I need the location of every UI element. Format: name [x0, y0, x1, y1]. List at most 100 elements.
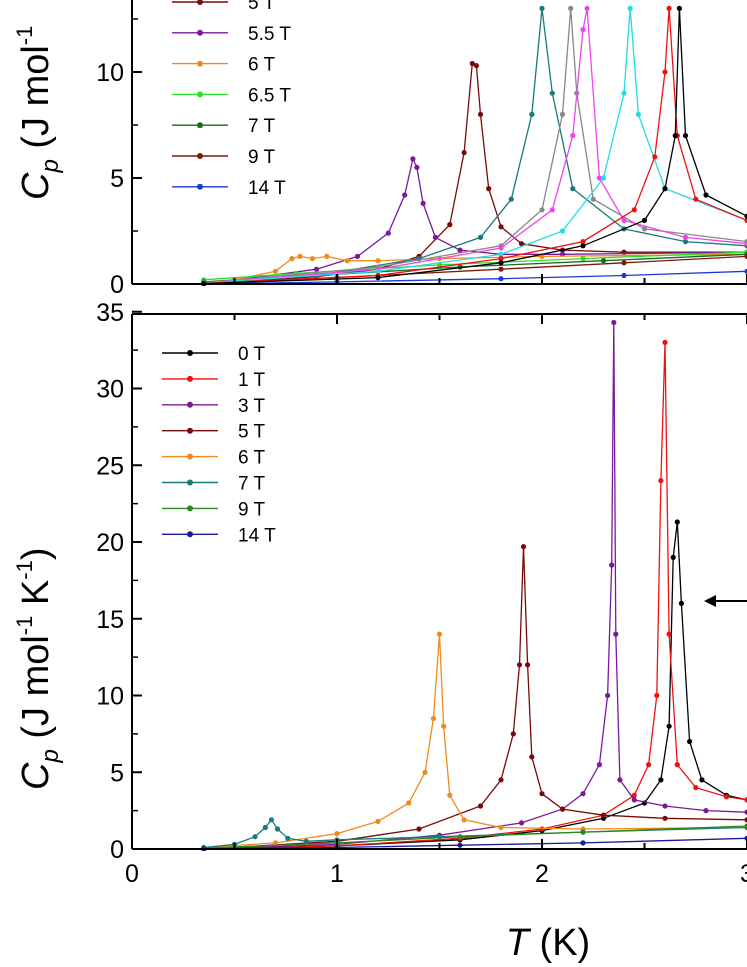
data-point-0-9-7	[596, 175, 603, 181]
data-point-0-1-2	[313, 266, 320, 272]
arrow-annotation	[704, 595, 747, 607]
legend-label-0-1: 5.5 T	[248, 24, 291, 45]
data-point-1-7-2	[457, 842, 463, 848]
legend-label-1-2: 3 T	[238, 396, 266, 417]
legend-marker-1-0	[187, 350, 193, 356]
top-panel-chart: 0 5 10 5 T 5.5 T 6 T 6.5 T 7 T 9 T 14 T Cp (J mo…	[12, 0, 747, 299]
data-point-1-4-3	[375, 818, 381, 825]
data-point-1-6-2	[457, 834, 463, 840]
data-point-0-10-4	[600, 175, 607, 181]
data-point-1-3-4	[498, 777, 504, 783]
data-point-0-2-2	[272, 268, 279, 274]
data-point-0-0-11	[498, 224, 504, 230]
data-point-1-2-15	[744, 809, 747, 815]
y-tick-label-0-2: 10	[96, 59, 124, 87]
data-point-0-0-9	[477, 111, 484, 117]
legend-marker-0-1	[197, 29, 203, 36]
data-point-1-2-11	[617, 777, 623, 783]
data-point-0-2-5	[309, 256, 315, 262]
data-point-0-9-4	[570, 133, 576, 139]
data-point-0-10-6	[627, 5, 633, 11]
series-line-1-0	[203, 521, 747, 850]
x-tick-label-1-0: 0	[125, 860, 139, 888]
data-point-1-0-12	[699, 777, 705, 783]
series-line-0-1	[203, 156, 747, 284]
y-tick-label-1-3: 15	[96, 606, 124, 634]
legend-marker-1-5	[187, 479, 193, 486]
data-point-0-7-8	[570, 186, 576, 192]
data-point-0-12-2	[498, 260, 504, 266]
data-point-1-4-2	[334, 831, 340, 837]
data-point-1-1-11	[674, 762, 680, 768]
data-point-1-1-9	[662, 339, 668, 345]
data-point-1-1-7	[654, 692, 660, 699]
data-point-0-0-7	[469, 60, 475, 67]
legend-label-0-0: 5 T	[248, 0, 276, 14]
data-point-1-2-7	[605, 692, 611, 699]
data-point-1-1-8	[658, 478, 664, 484]
data-point-1-0-9	[674, 519, 680, 525]
data-point-0-12-7	[676, 5, 683, 11]
data-point-0-1-3	[354, 253, 361, 259]
data-point-1-3-11	[559, 806, 566, 812]
data-point-0-12-6	[672, 133, 678, 139]
x-tick-label-1-3: 3	[740, 860, 747, 888]
data-point-1-2-12	[631, 797, 637, 803]
series-line-0-11	[203, 8, 747, 285]
data-point-1-5-6	[285, 835, 291, 841]
series-line-1-2	[203, 322, 747, 850]
data-point-0-1-10	[457, 247, 463, 253]
series-line-0-10	[203, 8, 747, 284]
data-point-1-3-12	[600, 812, 607, 818]
data-point-0-8-5	[568, 5, 574, 11]
data-point-0-10-7	[635, 111, 642, 117]
legend-marker-1-1	[187, 375, 193, 382]
series-line-0-9	[203, 8, 747, 284]
legend-label-1-7: 14 T	[238, 525, 276, 546]
data-point-1-3-10	[539, 791, 545, 797]
data-point-1-1-12	[693, 785, 699, 791]
data-point-0-9-3	[549, 207, 555, 213]
legend-marker-0-3	[197, 91, 203, 98]
y-tick-label-1-1: 5	[110, 759, 124, 787]
data-point-1-3-13	[662, 815, 668, 821]
series-line-0-2	[203, 253, 747, 283]
data-point-1-4-7	[436, 631, 443, 637]
data-point-1-3-3	[477, 803, 484, 809]
legend-label-1-4: 6 T	[238, 448, 266, 469]
data-point-1-3-5	[510, 731, 516, 737]
data-point-0-7-5	[529, 111, 535, 117]
legend-marker-0-5	[197, 153, 203, 159]
data-point-0-6-3	[621, 272, 627, 279]
data-point-0-1-7	[414, 164, 420, 170]
data-point-0-10-5	[621, 90, 627, 96]
y-tick-label-1-7: 35	[96, 299, 124, 327]
legend-marker-0-2	[197, 60, 203, 67]
x-tick-label-1-2: 2	[535, 860, 549, 888]
data-point-0-2-6	[324, 253, 330, 259]
data-point-0-11-7	[666, 5, 672, 11]
data-point-0-10-2	[498, 251, 504, 257]
data-point-0-0-8	[473, 63, 479, 69]
data-point-0-11-9	[693, 196, 699, 202]
data-point-0-11-3	[580, 239, 586, 245]
data-point-1-2-8	[609, 562, 615, 568]
data-point-0-3-3	[580, 256, 586, 262]
data-point-1-0-6	[658, 777, 664, 783]
legend-marker-1-7	[187, 531, 193, 538]
legend-label-0-3: 6.5 T	[248, 85, 291, 106]
y-tick-label-1-5: 25	[96, 452, 124, 480]
bottom-xlabel: T (K)	[506, 922, 590, 964]
data-point-0-12-10	[744, 213, 747, 219]
data-point-1-3-8	[525, 662, 531, 668]
data-point-1-2-3	[518, 820, 525, 826]
legend-label-0-4: 7 T	[248, 116, 276, 137]
data-point-1-2-13	[662, 803, 668, 809]
data-point-1-3-9	[529, 754, 535, 760]
data-point-1-4-5	[422, 769, 428, 775]
legend-marker-0-4	[197, 122, 203, 129]
legend-label-1-1: 1 T	[238, 370, 266, 391]
legend-marker-0-6	[197, 183, 203, 190]
data-point-1-4-6	[430, 715, 436, 722]
data-point-0-11-2	[498, 256, 504, 262]
